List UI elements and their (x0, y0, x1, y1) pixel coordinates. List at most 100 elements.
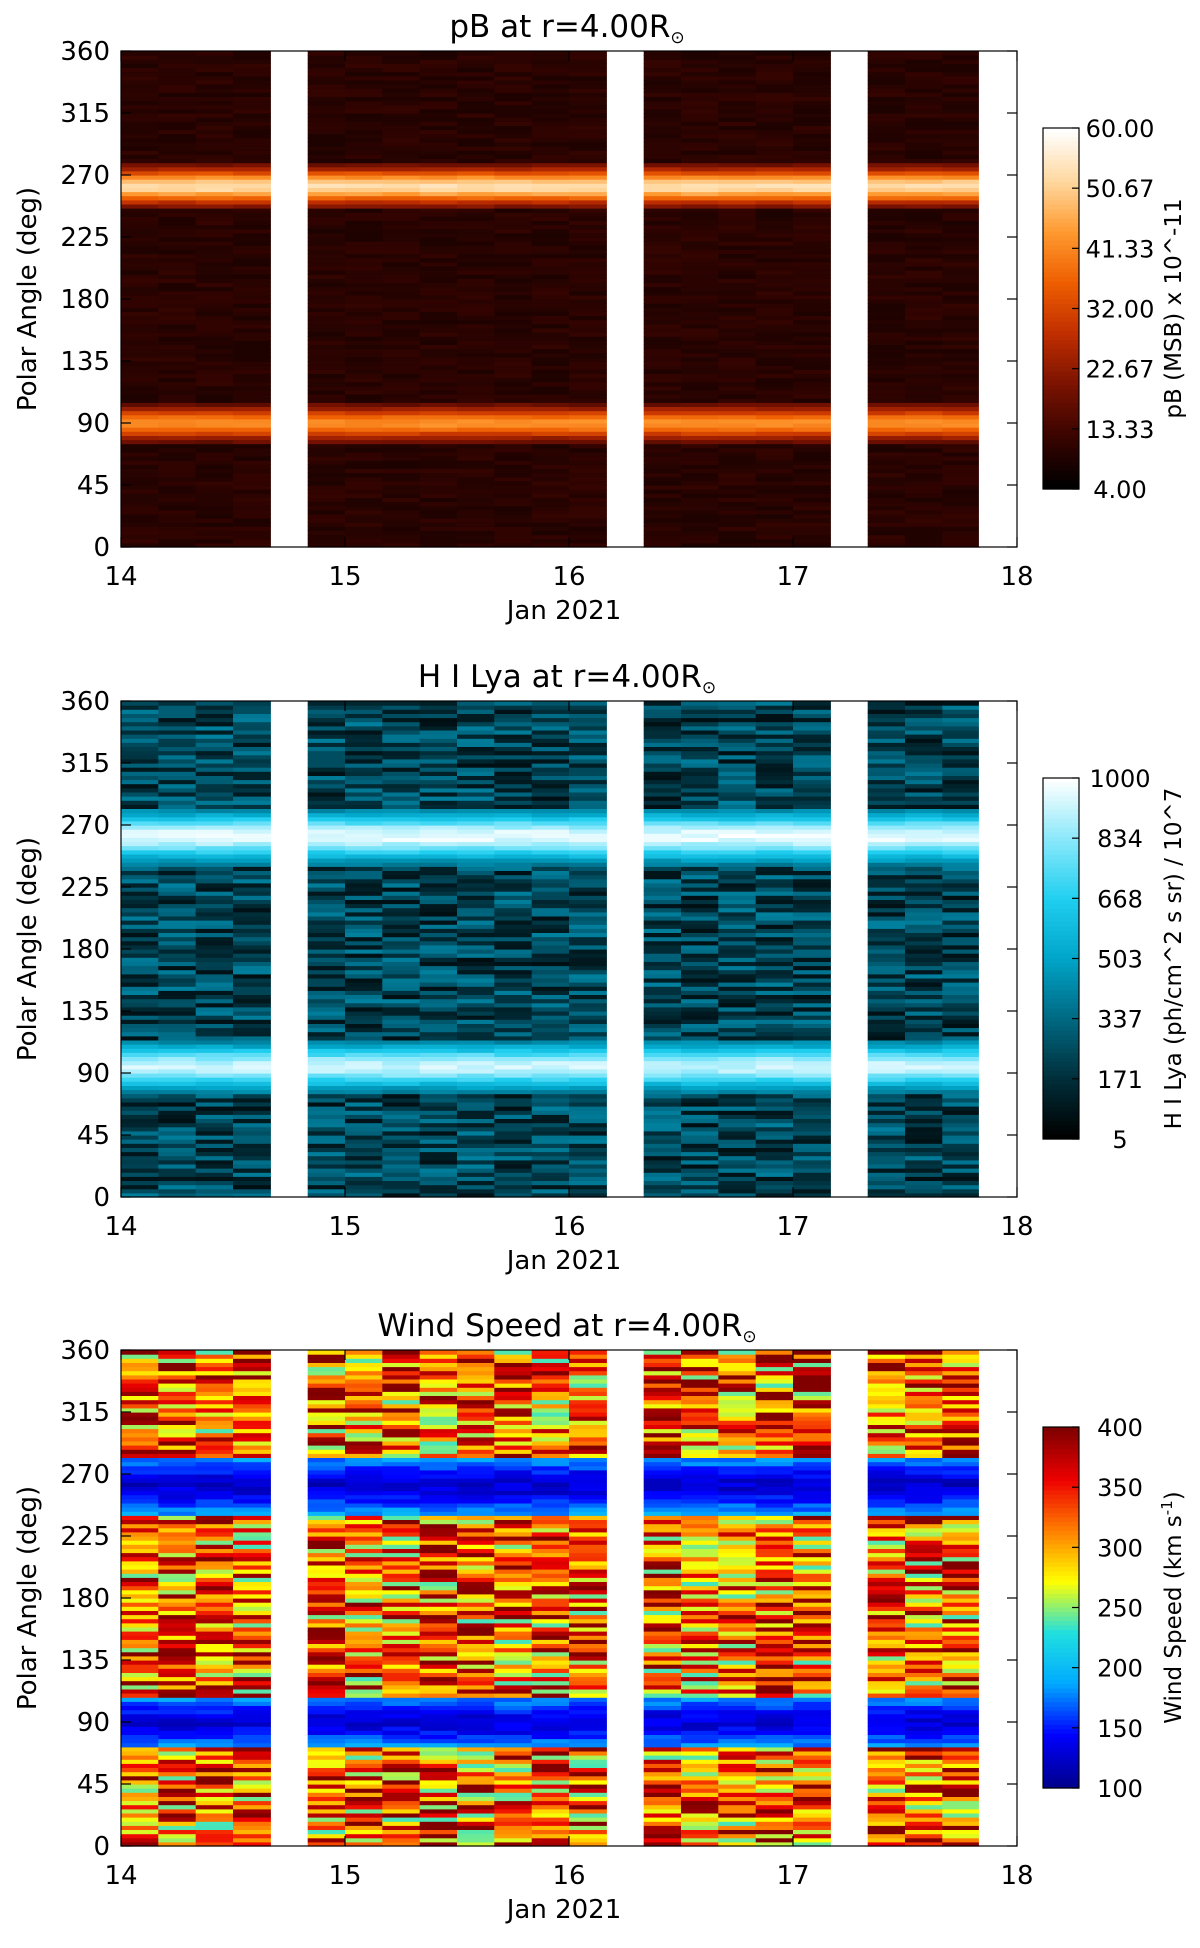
heatmap-cell (718, 158, 757, 164)
heatmap-cell (457, 1031, 495, 1037)
heatmap-cell (867, 895, 906, 900)
heatmap-cell (569, 758, 607, 764)
heatmap-cell (755, 767, 794, 772)
heatmap-cell (195, 212, 234, 217)
heatmap-cell (793, 88, 831, 93)
heatmap-cell (793, 932, 831, 938)
heatmap-cell (382, 253, 421, 259)
heatmap-cell (158, 820, 197, 826)
heatmap-cell (494, 1081, 533, 1086)
heatmap-cell (195, 1044, 234, 1049)
heatmap-cell (121, 175, 159, 180)
heatmap-cell (457, 920, 495, 925)
heatmap-cell (531, 1139, 570, 1144)
heatmap-cell (158, 460, 197, 465)
heatmap-cell (793, 709, 831, 714)
heatmap-cell (457, 278, 495, 283)
heatmap-cell (419, 208, 458, 213)
heatmap-cell (569, 274, 607, 279)
heatmap-cell (755, 1077, 794, 1082)
heatmap-cell (793, 451, 831, 457)
colorbar-step (1043, 132, 1079, 138)
heatmap-cell (233, 1044, 271, 1049)
heatmap-cell (345, 1168, 383, 1173)
heatmap-cell (457, 874, 495, 880)
heatmap-cell (494, 804, 533, 809)
heatmap-cell (905, 245, 943, 250)
heatmap-cell (382, 352, 421, 358)
heatmap-cell (681, 423, 719, 428)
heatmap-cell (643, 84, 682, 89)
heatmap-cell (233, 241, 271, 246)
heatmap-cell (718, 932, 757, 938)
heatmap-cell (233, 1081, 271, 1086)
heatmap-cell (942, 1068, 981, 1074)
heatmap-cell (531, 1031, 570, 1037)
heatmap-cell (195, 853, 234, 859)
heatmap-cell (793, 1172, 831, 1177)
heatmap-cell (681, 228, 719, 234)
heatmap-cell (643, 796, 682, 801)
heatmap-cell (867, 1192, 906, 1198)
heatmap-cell (419, 1188, 458, 1194)
heatmap-cell (905, 936, 943, 942)
heatmap-cell (494, 542, 533, 548)
y-tick-label: 135 (60, 997, 110, 1027)
heatmap-cell (531, 725, 570, 731)
heatmap-cell (233, 1019, 271, 1024)
heatmap-cell (233, 530, 271, 536)
heatmap-cell (307, 179, 346, 184)
heatmap-cell (681, 270, 719, 275)
heatmap-cell (307, 701, 346, 706)
heatmap-cell (718, 721, 757, 727)
heatmap-cell (195, 1159, 234, 1165)
heatmap-cell (942, 51, 981, 56)
heatmap-cell (195, 170, 234, 176)
heatmap-cell (718, 1163, 757, 1169)
heatmap-cell (718, 915, 757, 921)
heatmap-cell (531, 1143, 570, 1148)
heatmap-cell (755, 1135, 794, 1140)
heatmap-cell (494, 241, 533, 246)
heatmap-cell (494, 146, 533, 151)
heatmap-cell (643, 542, 682, 548)
heatmap-cell (905, 423, 943, 428)
heatmap-cell (681, 709, 719, 714)
heatmap-cell (158, 1077, 197, 1082)
heatmap-cell (569, 311, 607, 317)
heatmap-cell (867, 327, 906, 333)
heatmap-cell (681, 1159, 719, 1165)
heatmap-cell (718, 870, 757, 876)
heatmap-cell (307, 203, 346, 209)
heatmap-cell (867, 924, 906, 929)
heatmap-cell (867, 1168, 906, 1173)
heatmap-cell (345, 344, 383, 350)
heatmap-cell (233, 79, 271, 85)
heatmap-cell (233, 812, 271, 818)
heatmap-cell (569, 1114, 607, 1119)
heatmap-cell (793, 278, 831, 283)
heatmap-cell (718, 71, 757, 77)
heatmap-cell (457, 1192, 495, 1198)
heatmap-cell (643, 721, 682, 727)
heatmap-cell (382, 71, 421, 77)
heatmap-cell (457, 961, 495, 967)
heatmap-cell (158, 241, 197, 246)
y-tick-label: 225 (60, 873, 110, 903)
y-tick-label: 360 (60, 687, 110, 717)
heatmap-cell (569, 489, 607, 494)
heatmap-cell (121, 431, 159, 436)
colorbar-step (1043, 159, 1079, 165)
heatmap-cell (307, 1085, 346, 1091)
heatmap-cell (942, 1073, 981, 1078)
heatmap-cell (233, 729, 271, 735)
heatmap-cell (307, 990, 346, 995)
heatmap-cell (793, 352, 831, 358)
heatmap-cell (457, 179, 495, 184)
heatmap-cell (867, 775, 906, 781)
heatmap-cell (867, 361, 906, 366)
heatmap-cell (233, 257, 271, 263)
heatmap-cell (793, 294, 831, 300)
heatmap-cell (643, 203, 682, 209)
heatmap-cell (718, 55, 757, 60)
